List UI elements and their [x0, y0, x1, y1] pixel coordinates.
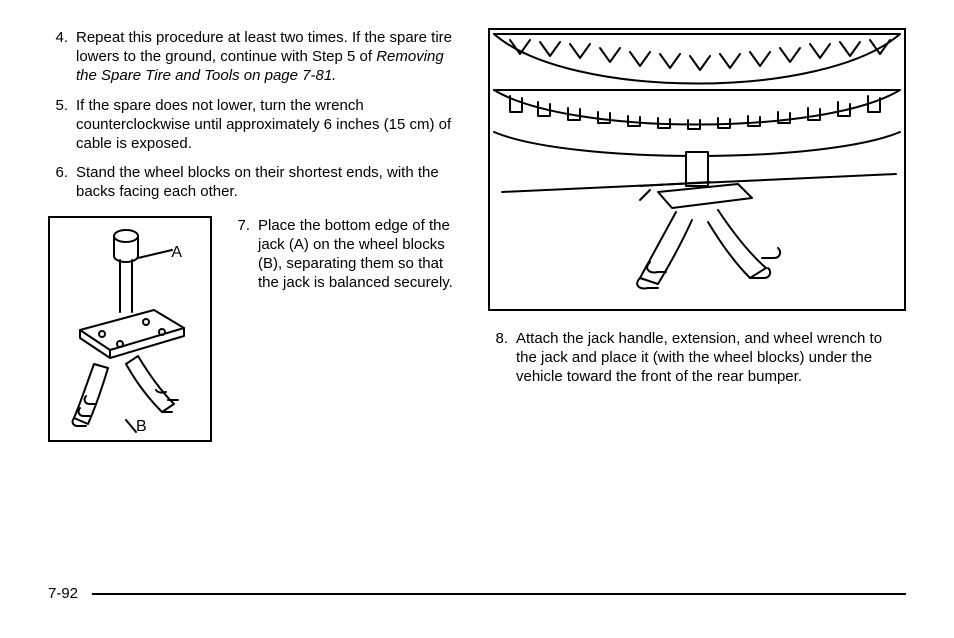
step-6: 6. Stand the wheel blocks on their short… [48, 163, 460, 201]
jack-on-blocks-figure: A B [48, 216, 212, 442]
step-text: Place the bottom edge of the jack (A) on… [258, 216, 460, 293]
page-number: 7-92 [48, 585, 92, 602]
label-b: B [136, 418, 147, 436]
footer-rule [92, 593, 906, 595]
steps-list-left: 4. Repeat this procedure at least two ti… [48, 28, 460, 202]
step-text: Stand the wheel blocks on their shortest… [76, 163, 460, 201]
step-text: Repeat this procedure at least two times… [76, 28, 460, 86]
right-column: 8. Attach the jack handle, extension, an… [488, 28, 906, 442]
step-number: 5. [48, 96, 76, 154]
step-7: 7. Place the bottom edge of the jack (A)… [230, 216, 460, 293]
step-number: 7. [230, 216, 258, 293]
step-number: 6. [48, 163, 76, 201]
step-text: Attach the jack handle, extension, and w… [516, 329, 906, 387]
step-7-list: 7. Place the bottom edge of the jack (A)… [230, 216, 460, 303]
steps-list-right: 8. Attach the jack handle, extension, an… [488, 329, 906, 387]
jack-under-vehicle-figure [488, 28, 906, 311]
step-text: If the spare does not lower, turn the wr… [76, 96, 460, 154]
tire-jack-illustration-icon [490, 30, 904, 309]
step-5: 5. If the spare does not lower, turn the… [48, 96, 460, 154]
step-8: 8. Attach the jack handle, extension, an… [488, 329, 906, 387]
page-footer: 7-92 [48, 585, 906, 602]
left-column: 4. Repeat this procedure at least two ti… [48, 28, 460, 442]
step-number: 4. [48, 28, 76, 86]
content-columns: 4. Repeat this procedure at least two ti… [48, 28, 906, 442]
step-7-row: A B 7. Place the bottom edge of the jack… [48, 216, 460, 442]
step-4: 4. Repeat this procedure at least two ti… [48, 28, 460, 86]
step-number: 8. [488, 329, 516, 387]
label-a: A [171, 244, 182, 262]
jack-illustration-icon [50, 218, 210, 440]
